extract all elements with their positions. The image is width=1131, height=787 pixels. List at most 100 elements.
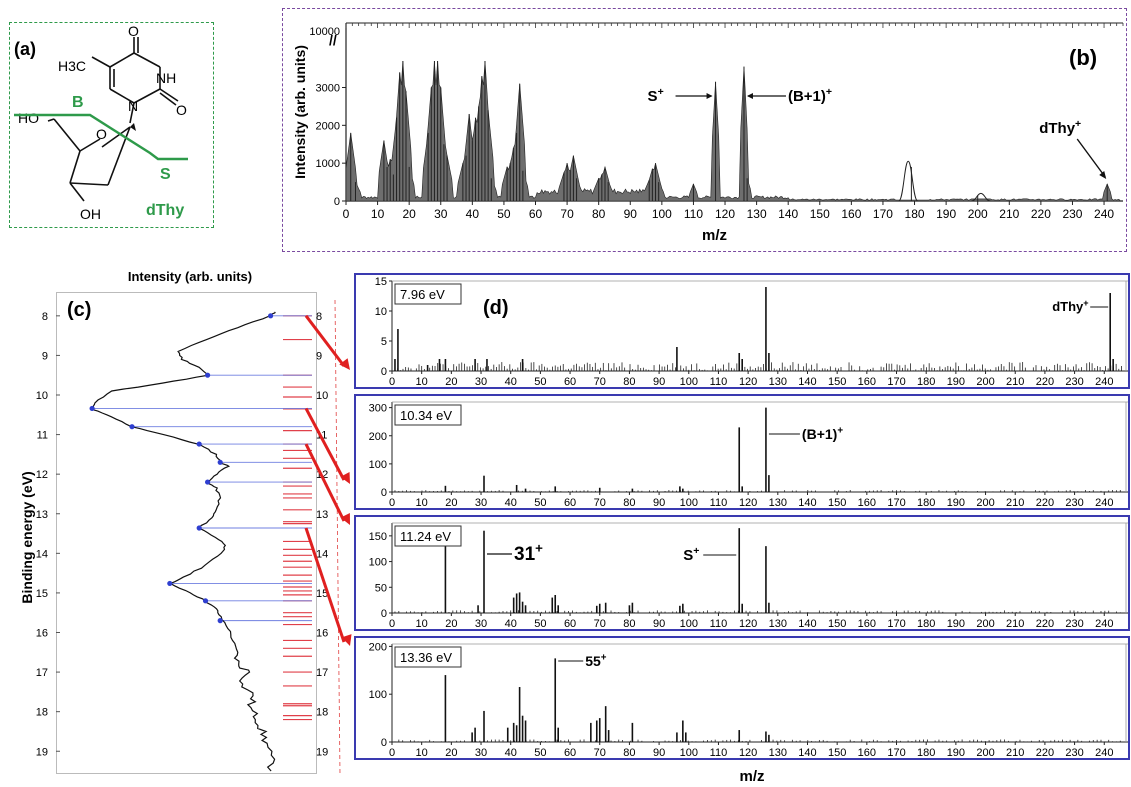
x-tick-label-d1: 80 [623,376,635,388]
energy-label-box-d3 [394,525,462,547]
x-tick-label-d4: 150 [828,747,846,759]
energy-label-d3: 11.24 eV [394,525,462,547]
outline-peak [971,192,991,202]
x-tick-label-d4: 130 [769,747,787,759]
x-tick-label-d1: 200 [976,376,994,388]
panel-a-label: (a) [14,39,36,59]
x-tick-label-d2: 60 [564,497,576,509]
x-tick-label-d2: 240 [1095,497,1113,509]
x-tick-label-d1: 170 [887,376,905,388]
x-tick-label-d2: 180 [917,497,935,509]
annotation-dthy: dThy+ [1039,118,1081,137]
y-tick-label-d1: 15 [375,276,387,288]
x-tick-label-d1: 140 [798,376,816,388]
molecule-name: dThy [146,202,184,219]
annotation-d3-1: S+ [683,545,699,564]
y-tick-label: 1000 [316,158,340,170]
x-tick-label-d4: 100 [680,747,698,759]
panel-b-spectrum: 0 10 20 30 40 50 60 70 80 90 100 110 120 130 140 150 160… [282,8,1127,252]
wedge-bond [130,123,136,131]
annotation-d4-0: 55+ [585,652,607,669]
energy-label-d4: 13.36 eV [394,646,462,668]
energy-label-box-d4 [394,646,462,668]
x-tick-label-d4: 140 [798,747,816,759]
energy-label-d1: 7.96 eV [394,283,462,305]
x-tick-label-d2: 10 [416,497,428,509]
x-tick-label-d1: 150 [828,376,846,388]
x-tick-label-d1: 180 [917,376,935,388]
atom-oh: OH [80,206,101,222]
x-tick-label-d2: 130 [769,497,787,509]
x-tick-label-d4: 0 [389,747,395,759]
x-tick-label-d4: 110 [710,747,728,759]
y-axis-label: Intensity (arb. units) [292,45,308,179]
x-tick-label-d1: 120 [739,376,757,388]
y-tick-label: 3000 [316,82,340,94]
x-tick-label-d2: 50 [534,497,546,509]
x-tick-label-d3: 30 [475,618,487,630]
y-tick-label-d3: 100 [369,557,387,569]
y-tick-label-d2: 300 [369,403,387,415]
x-tick-label-d1: 10 [416,376,428,388]
x-tick-label-d3: 230 [1065,618,1083,630]
axis-break-mark: // [329,32,337,48]
x-tick-label-d2: 120 [739,497,757,509]
molecule-structure: (a) O NH O N H3C [14,23,188,222]
x-tick-label-d2: 160 [858,497,876,509]
annotation-s: S+ [648,86,664,105]
x-tick-label-d4: 190 [947,747,965,759]
panel-d2 [354,394,1130,510]
x-tick-label-d3: 130 [769,618,787,630]
x-tick-label-d2: 140 [798,497,816,509]
annotation-d3-0: 31+ [514,540,543,565]
x-tick-label-d2: 20 [445,497,457,509]
x-axis-label: m/z [702,227,727,244]
x-tick-label-d3: 0 [389,618,395,630]
x-tick-label: 170 [873,207,893,221]
x-tick-label-d3: 110 [710,618,728,630]
x-tick-label-d2: 80 [623,497,635,509]
arrow-dthy [1076,138,1106,178]
x-tick-label-d1: 220 [1036,376,1054,388]
x-tick-label-d3: 190 [947,618,965,630]
y-tick-label-d2: 0 [381,487,387,499]
x-tick-label-d4: 230 [1065,747,1083,759]
energy-label-box-d1 [394,283,462,305]
panel-b-label: (b) [1069,45,1097,70]
x-tick-label-d3: 100 [680,618,698,630]
x-tick-label-d2: 70 [594,497,606,509]
x-tick-label-d3: 60 [564,618,576,630]
x-tick-label-d1: 240 [1095,376,1113,388]
x-tick-label: 40 [466,207,480,221]
x-tick-label-d2: 230 [1065,497,1083,509]
energy-label-text-d1: 7.96 eV [400,287,445,302]
x-tick-label-d3: 170 [887,618,905,630]
x-tick-label-d1: 110 [710,376,728,388]
energy-label-d2: 10.34 eV [394,404,462,426]
arrowhead-b1 [746,93,753,99]
x-tick-label-d4: 40 [505,747,517,759]
x-tick-label-d3: 210 [1006,618,1024,630]
x-tick-label-d3: 160 [858,618,876,630]
shared-x-axis-label: m/z [739,768,764,785]
x-tick-label-d1: 190 [947,376,965,388]
x-tick-label-d1: 0 [389,376,395,388]
x-tick-label-d2: 170 [887,497,905,509]
outline-peak [898,160,919,202]
x-tick-label-d1: 40 [505,376,517,388]
x-tick-label-d4: 30 [475,747,487,759]
x-tick-label-d2: 110 [710,497,728,509]
x-tick-label-d2: 190 [947,497,965,509]
x-tick-label-d2: 90 [653,497,665,509]
chart-b: 0 10 20 30 40 50 60 70 80 90 100 110 120 130 140 150 160… [292,22,1124,244]
x-tick-label: 60 [529,207,543,221]
methyl-label: H3C [58,58,86,74]
x-tick-label: 140 [778,207,798,221]
cut-s-label: S [160,166,171,183]
y-tick-label-d4: 200 [369,641,387,653]
x-tick-label: 220 [1031,207,1051,221]
atom-n: N [128,98,138,114]
x-tick-label: 10 [371,207,385,221]
panel-d3 [354,515,1130,631]
